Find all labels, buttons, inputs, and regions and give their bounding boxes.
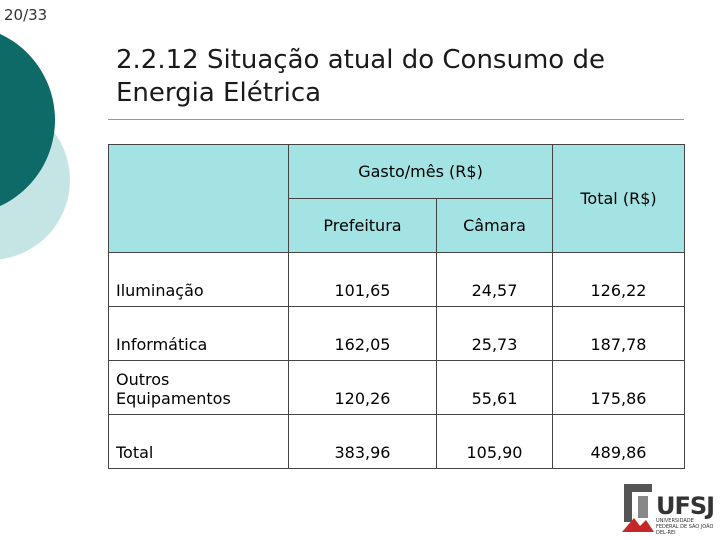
decoration	[0, 33, 70, 260]
slide-number: 20/33	[4, 6, 48, 24]
cell: 105,90	[436, 414, 553, 469]
header-cell: Câmara	[436, 198, 553, 253]
table-body: Gasto/mês (R$) Total (R$) Prefeitura Câm…	[108, 144, 685, 469]
cell: 101,65	[288, 252, 437, 307]
row-label: Informática	[108, 306, 289, 361]
cell: 489,86	[552, 414, 685, 469]
logo-subtitle: UNIVERSIDADE FEDERAL DE SÃO JOÃO DEL-REI	[656, 518, 714, 536]
table-row: Outros Equipamentos 120,26 55,61 175,86	[108, 360, 685, 415]
header-cell: Gasto/mês (R$)	[288, 144, 553, 199]
cell: 187,78	[552, 306, 685, 361]
table-row: Total 383,96 105,90 489,86	[108, 414, 685, 469]
cell: 120,26	[288, 360, 437, 415]
header-row: Prefeitura Câmara	[109, 198, 685, 253]
logo-icon	[622, 484, 654, 532]
cell: 126,22	[552, 252, 685, 307]
table-row: Informática 162,05 25,73 187,78	[108, 306, 685, 361]
cell: 55,61	[436, 360, 553, 415]
title: 2.2.12 Situação atual do Consumo de Ener…	[116, 45, 605, 108]
cell: 383,96	[288, 414, 437, 469]
cell: 175,86	[552, 360, 685, 415]
row-label: Total	[108, 414, 289, 469]
cell: 24,57	[436, 252, 553, 307]
table: Gasto/mês (R$) Total (R$) Prefeitura Câm…	[108, 144, 685, 469]
header-cell: Prefeitura	[288, 198, 437, 253]
header-cell	[108, 144, 289, 253]
table-row: Iluminação 101,65 24,57 126,22	[108, 252, 685, 307]
title-rule	[108, 119, 684, 120]
cell: 25,73	[436, 306, 553, 361]
row-label: Outros Equipamentos	[108, 360, 289, 415]
logo-name: UFSJ	[656, 492, 715, 520]
header-cell: Total (R$)	[552, 144, 685, 253]
row-label: Iluminação	[108, 252, 289, 307]
header-row: Gasto/mês (R$) Total (R$)	[108, 144, 685, 253]
cell: 162,05	[288, 306, 437, 361]
